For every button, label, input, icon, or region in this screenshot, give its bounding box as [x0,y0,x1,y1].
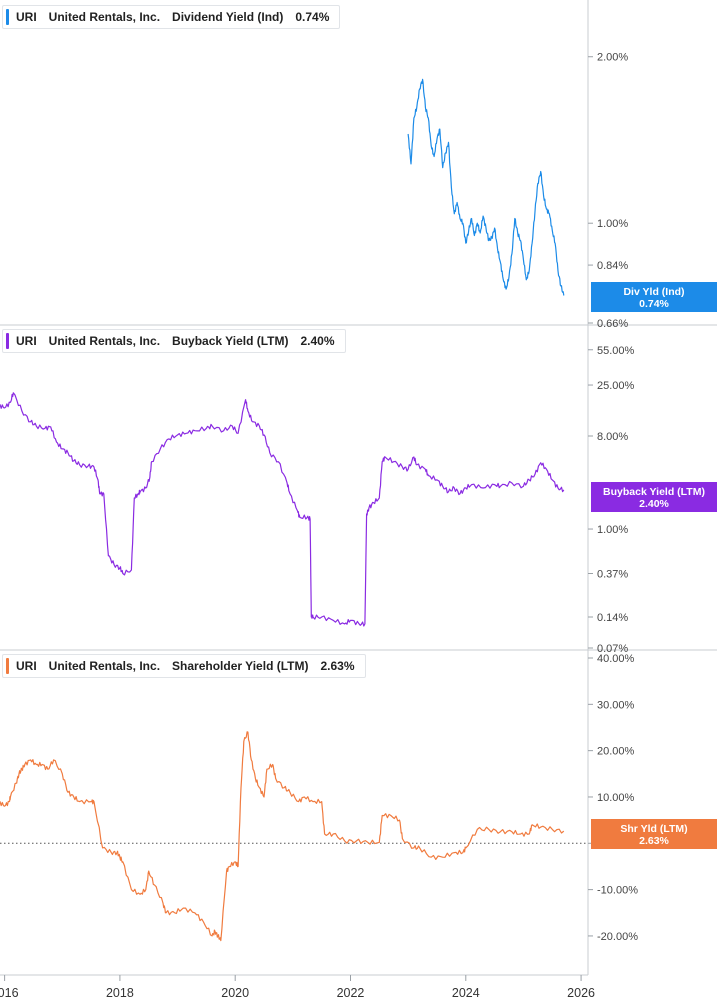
y-tick-label: 30.00% [597,699,635,711]
y-tick-label: 1.00% [597,218,628,230]
value-tag-value: 2.40% [639,498,669,510]
y-tick-label: 0.07% [597,643,628,655]
series-line [407,78,565,296]
value-tag-label: Shr Yld (LTM) [620,823,687,835]
x-tick-label: 2020 [221,986,249,1000]
value-tag-value: 2.63% [639,835,669,847]
value-tag [591,282,717,312]
x-tick-label: 2024 [452,986,480,1000]
y-tick-label: -20.00% [597,931,638,943]
legend-ticker: URI [16,10,37,24]
y-tick-label: 40.00% [597,653,635,665]
value-tag-label: Div Yld (Ind) [623,286,684,298]
legend-metric: Shareholder Yield (LTM) [172,659,309,673]
legend-color-bar [6,333,9,349]
y-tick-label: 8.00% [597,431,628,443]
y-tick-label: 1.00% [597,524,628,536]
legend-value: 0.74% [295,10,330,24]
x-tick-label: 2022 [337,986,365,1000]
legend-box: URI United Rentals, Inc. Buyback Yield (LT… [2,329,346,353]
value-tag [591,482,717,512]
y-tick-label: 0.37% [597,569,628,581]
legend-value: 2.63% [320,659,355,673]
y-tick-label: -10.00% [597,885,638,897]
y-tick-label: 0.14% [597,612,628,624]
y-tick-label: 55.00% [597,345,635,357]
series-line [0,392,565,627]
legend-company: United Rentals, Inc. [48,10,161,24]
x-tick-label: 2018 [106,986,134,1000]
legend-metric: Dividend Yield (Ind) [172,10,284,24]
legend-ticker: URI [16,334,37,348]
legend-metric: Buyback Yield (LTM) [172,334,289,348]
x-tick-label: 2016 [0,986,19,1000]
y-tick-label: 20.00% [597,746,635,758]
legend-value: 2.40% [300,334,335,348]
x-tick-label: 2026 [567,986,595,1000]
value-tag [591,819,717,849]
y-tick-label: 2.00% [597,52,628,64]
legend-box: URI United Rentals, Inc. Shareholder Yield… [2,654,366,678]
series-line [0,731,565,942]
legend-color-bar [6,658,9,674]
y-tick-label: 0.84% [597,260,628,272]
legend-company: United Rentals, Inc. [48,334,161,348]
value-tag-value: 0.74% [639,298,669,310]
legend-company: United Rentals, Inc. [48,659,161,673]
y-tick-label: 0.66% [597,318,628,330]
legend-ticker: URI [16,659,37,673]
value-tag-label: Buyback Yield (LTM) [603,486,705,498]
legend-box: URI United Rentals, Inc. Dividend Yield (I… [2,5,341,29]
y-tick-label: 25.00% [597,380,635,392]
y-tick-label: 10.00% [597,792,635,804]
legend-color-bar [6,9,9,25]
